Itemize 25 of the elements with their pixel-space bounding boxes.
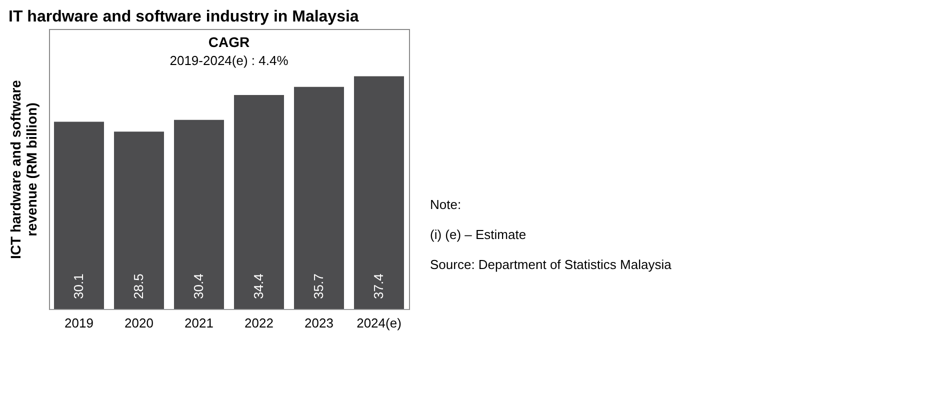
data-label: 30.4 bbox=[191, 274, 206, 299]
annotation: CAGR bbox=[208, 34, 250, 50]
text: Note: bbox=[430, 197, 462, 212]
data-label: 30.1 bbox=[71, 274, 86, 299]
x-tick-label: 2021 bbox=[184, 316, 214, 330]
data-label: 37.4 bbox=[371, 274, 386, 299]
source-note: Source: Department of Statistics Malaysia bbox=[430, 257, 672, 272]
bar bbox=[114, 132, 164, 309]
bar bbox=[54, 122, 104, 309]
text: (i) (e) – Estimate bbox=[430, 227, 526, 242]
chart-title: IT hardware and software industry in Malaysia bbox=[8, 8, 359, 26]
bar bbox=[354, 76, 404, 309]
bar bbox=[294, 86, 344, 309]
x-tick-label: 2022 bbox=[244, 316, 274, 330]
x-tick-label: 2024(e) bbox=[356, 316, 402, 330]
x-tick-label: 2023 bbox=[304, 316, 334, 330]
x-tick-label: 2019 bbox=[64, 316, 94, 330]
x-tick-label: 2020 bbox=[124, 316, 154, 330]
annotation: 2019-2024(e) : 4.4% bbox=[170, 53, 289, 68]
data-label: 28.5 bbox=[131, 274, 146, 299]
y-axis-title: ICT hardware and software revenue (RM billion) bbox=[8, 80, 40, 259]
data-label: 35.7 bbox=[311, 274, 326, 299]
data-label: 34.4 bbox=[251, 274, 266, 299]
bar bbox=[174, 120, 224, 309]
bar bbox=[234, 94, 284, 309]
